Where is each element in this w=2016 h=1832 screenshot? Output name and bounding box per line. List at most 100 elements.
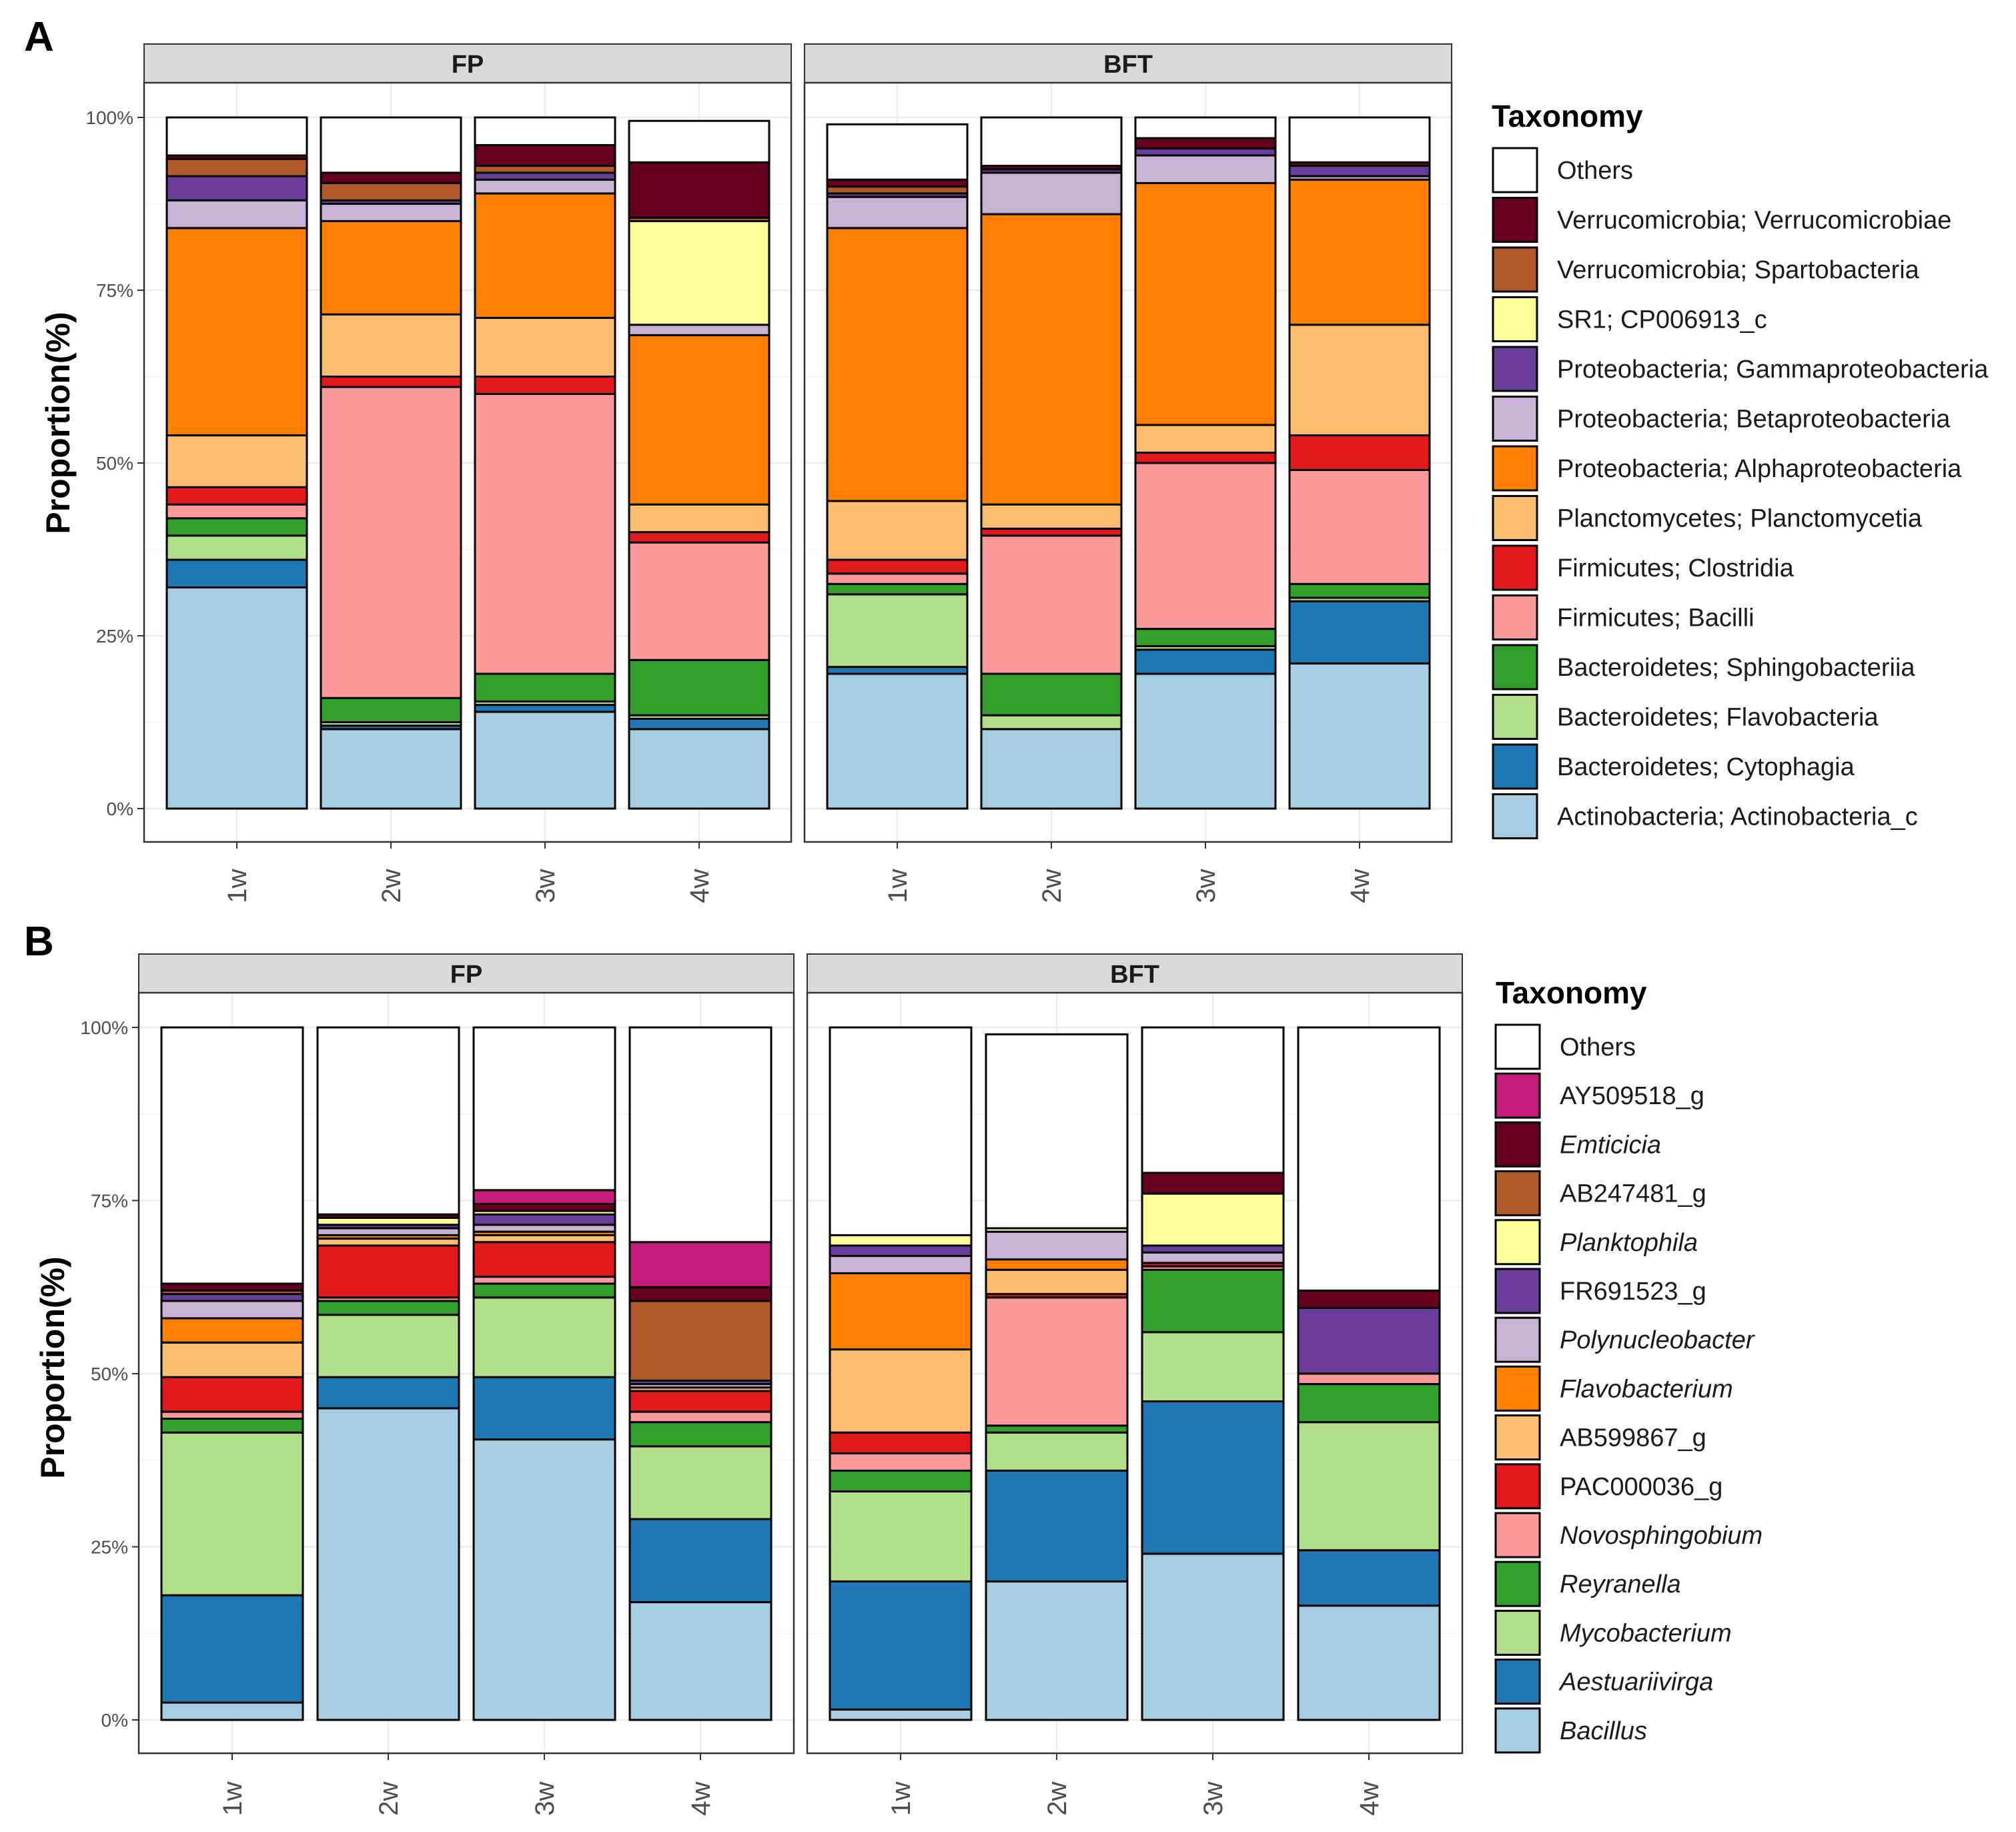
legend-label: Reyranella bbox=[1560, 1570, 1681, 1598]
legend-label: Proteobacteria; Alphaproteobacteria bbox=[1557, 455, 1962, 483]
x-tick-label: 3w bbox=[1199, 1781, 1228, 1815]
bar-segment: Reyranella: 3% bbox=[829, 1469, 973, 1492]
legend-item: Others bbox=[1492, 147, 1633, 193]
legend-key bbox=[1494, 1121, 1541, 1168]
bar-segment: Emticicia: 1% bbox=[472, 1203, 616, 1212]
bar-segment: Proteobacteria; Alphaproteobacteria: 21% bbox=[1288, 178, 1431, 326]
bar-segment: Planctomycetes; Planctomycetia: 8.5% bbox=[474, 316, 616, 378]
legend-label: FR691523_g bbox=[1560, 1278, 1706, 1306]
bar-stack-bft-3w: Actinobacteria; Actinobacteria_c: 19.5%B… bbox=[1134, 116, 1277, 810]
bar-segment: Bacteroidetes; Cytophagia: 4% bbox=[165, 558, 308, 588]
legend-item: Actinobacteria; Actinobacteria_c bbox=[1492, 793, 1918, 839]
bar-segment: Bacillus: 24% bbox=[1141, 1552, 1285, 1721]
legend-item: Aestuariivirga bbox=[1494, 1659, 1713, 1705]
bar-segment: PAC000036_g: 3% bbox=[829, 1431, 973, 1454]
bar-stack-fp-2w: Actinobacteria; Actinobacteria_c: 11.5% B… bbox=[320, 116, 462, 810]
bar-segment: Reyranella: 5.5% bbox=[1297, 1383, 1441, 1424]
x-tick-label: 4w bbox=[685, 869, 714, 903]
bar-segment: Proteobacteria; Betaproteobacteria: 4% bbox=[165, 199, 308, 230]
legend-label: Verrucomicrobia; Spartobacteria bbox=[1557, 256, 1920, 284]
bar-segment: Planctomycetes; Planctomycetia: 16% bbox=[1288, 324, 1431, 437]
bar-segment: Bacillus: 20% bbox=[985, 1580, 1129, 1721]
x-tick-label: 3w bbox=[530, 1781, 560, 1815]
bar-stack-bft-3w: Bacillus: 24%Aestuariivirga: 22%Mycobact… bbox=[1141, 1026, 1285, 1721]
bar-segment: Mycobacterium: 11.5% bbox=[472, 1296, 616, 1378]
legend-label: Bacillus bbox=[1560, 1717, 1647, 1745]
legend-key bbox=[1492, 396, 1538, 442]
legend-key bbox=[1494, 1072, 1541, 1119]
bar-segment: Others: 3% bbox=[1134, 116, 1277, 139]
bar-segment: Proteobacteria; Betaproteobacteria: 2% bbox=[474, 178, 616, 195]
bar-segment: Proteobacteria; Betaproteobacteria: 4.5% bbox=[826, 195, 969, 230]
bar-segment: Actinobacteria; Actinobacteria_c: 11.5% bbox=[628, 728, 771, 810]
legend-key bbox=[1492, 644, 1538, 691]
y-tick-label: 0% bbox=[101, 1710, 128, 1731]
legend-key bbox=[1494, 1609, 1541, 1656]
bar-segment: Aestuariivirga: 15.5% bbox=[160, 1594, 304, 1704]
bar-segment: Polynucleobacter: 4% bbox=[985, 1230, 1129, 1261]
bar-segment: Reyranella: 2% bbox=[472, 1282, 616, 1299]
bar-stack-fp-3w: Bacillus: 40.5%Aestuariivirga: 9%Mycobac… bbox=[472, 1026, 616, 1721]
bar-segment: Planctomycetes; Planctomycetia: 8.5% bbox=[826, 500, 969, 561]
bar-segment: Polynucleobacter: 1% bbox=[316, 1227, 460, 1236]
bar-segment: AY509518_g: 6.5% bbox=[628, 1241, 773, 1288]
bar-segment: Firmicutes; Clostridia: 1.5% bbox=[1134, 451, 1277, 464]
bar-segment: Polynucleobacter: 2.5% bbox=[829, 1255, 973, 1274]
legend-item: AY509518_g bbox=[1494, 1072, 1704, 1119]
legend-key bbox=[1492, 246, 1538, 293]
legend-label: Actinobacteria; Actinobacteria_c bbox=[1557, 803, 1918, 831]
bar-segment: Others: 30% bbox=[829, 1026, 973, 1236]
x-tick-label: 2w bbox=[377, 869, 406, 903]
bar-segment: Planktophila: 7.5% bbox=[1141, 1192, 1285, 1247]
x-tick-label: 1w bbox=[883, 869, 913, 903]
bar-segment: Verrucomicrobia; Spartobacteria: 1% bbox=[474, 165, 616, 174]
bar-segment: Firmicutes; Clostridia: 2.5% bbox=[165, 486, 308, 506]
legend-key bbox=[1494, 1463, 1541, 1510]
legend-item: SR1; CP006913_c bbox=[1492, 296, 1767, 342]
legend-key bbox=[1494, 1414, 1541, 1461]
bar-segment: Others: 38% bbox=[1297, 1026, 1441, 1292]
facet-strip bbox=[143, 43, 792, 83]
legend-item: AB599867_g bbox=[1494, 1414, 1706, 1461]
bar-segment: Firmicutes; Bacilli: 20% bbox=[980, 534, 1123, 675]
legend-key bbox=[1494, 1365, 1541, 1412]
bar-segment: Others: 28% bbox=[985, 1033, 1129, 1230]
bar-segment: Bacteroidetes; Sphingobacteriia: 2% bbox=[1288, 582, 1431, 599]
x-tick-label: 4w bbox=[686, 1781, 716, 1815]
bar-segment: AY509518_g: 2% bbox=[472, 1189, 616, 1206]
bar-segment: Aestuariivirga: 18.5% bbox=[829, 1580, 973, 1711]
bar-segment: Bacteroidetes; Sphingobacteriia: 6% bbox=[980, 672, 1123, 717]
bar-segment: FR691523_g: 1% bbox=[1141, 1244, 1285, 1254]
x-tick-label: 3w bbox=[531, 869, 560, 903]
legend-item: PAC000036_g bbox=[1494, 1463, 1722, 1510]
bar-segment: Firmicutes; Bacilli: 40.5% bbox=[474, 392, 616, 675]
bar-segment: Mycobacterium: 10.5% bbox=[628, 1445, 773, 1520]
bar-segment: Emticicia: 1% bbox=[160, 1282, 304, 1292]
bar-stack-bft-2w: Actinobacteria; Actinobacteria_c: 11.5% B… bbox=[980, 116, 1123, 810]
legend-label: PAC000036_g bbox=[1560, 1473, 1722, 1501]
bar-segment: Actinobacteria; Actinobacteria_c: 11.5% bbox=[980, 728, 1123, 810]
bar-segment: Reyranella: 9% bbox=[1141, 1268, 1285, 1334]
legend-item: Mycobacterium bbox=[1494, 1609, 1732, 1656]
bar-segment: Proteobacteria; Gammaproteobacteria: 3.5… bbox=[165, 175, 308, 201]
bar-segment: Others: 5.5% bbox=[165, 116, 308, 157]
bar-segment: Actinobacteria; Actinobacteria_c: 19.5% bbox=[826, 672, 969, 810]
bar-segment: Polynucleobacter: 1.5% bbox=[1141, 1251, 1285, 1264]
bar-segment: Bacteroidetes; Sphingobacteriia: 2.5% bbox=[165, 517, 308, 537]
facet-strip bbox=[804, 43, 1452, 83]
legend: Taxonomy Others Verrucomicrobia; Verrucomi… bbox=[1492, 99, 1989, 839]
bar-segment: Bacteroidetes; Flavobacteria: 3.5% bbox=[165, 534, 308, 561]
legend-item: FR691523_g bbox=[1494, 1268, 1706, 1314]
legend-item: Firmicutes; Bacilli bbox=[1492, 594, 1754, 640]
legend-key bbox=[1492, 495, 1538, 541]
legend-item: Bacteroidetes; Flavobacteria bbox=[1492, 694, 1879, 740]
bar-segment: Reyranella: 1% bbox=[985, 1424, 1129, 1434]
bar-segment: Planktophila: 1.5% bbox=[829, 1234, 973, 1247]
legend-item: Novosphingobium bbox=[1494, 1512, 1762, 1558]
legend-label: Planctomycetes; Planctomycetia bbox=[1557, 505, 1923, 533]
legend-item: Polynucleobacter bbox=[1494, 1316, 1755, 1363]
bar-segment: Firmicutes; Bacilli: 45% bbox=[320, 386, 462, 699]
x-tick-label: 1w bbox=[223, 869, 252, 903]
bar-segment: Planctomycetes; Planctomycetia: 4% bbox=[628, 503, 771, 534]
legend-key bbox=[1492, 296, 1538, 342]
